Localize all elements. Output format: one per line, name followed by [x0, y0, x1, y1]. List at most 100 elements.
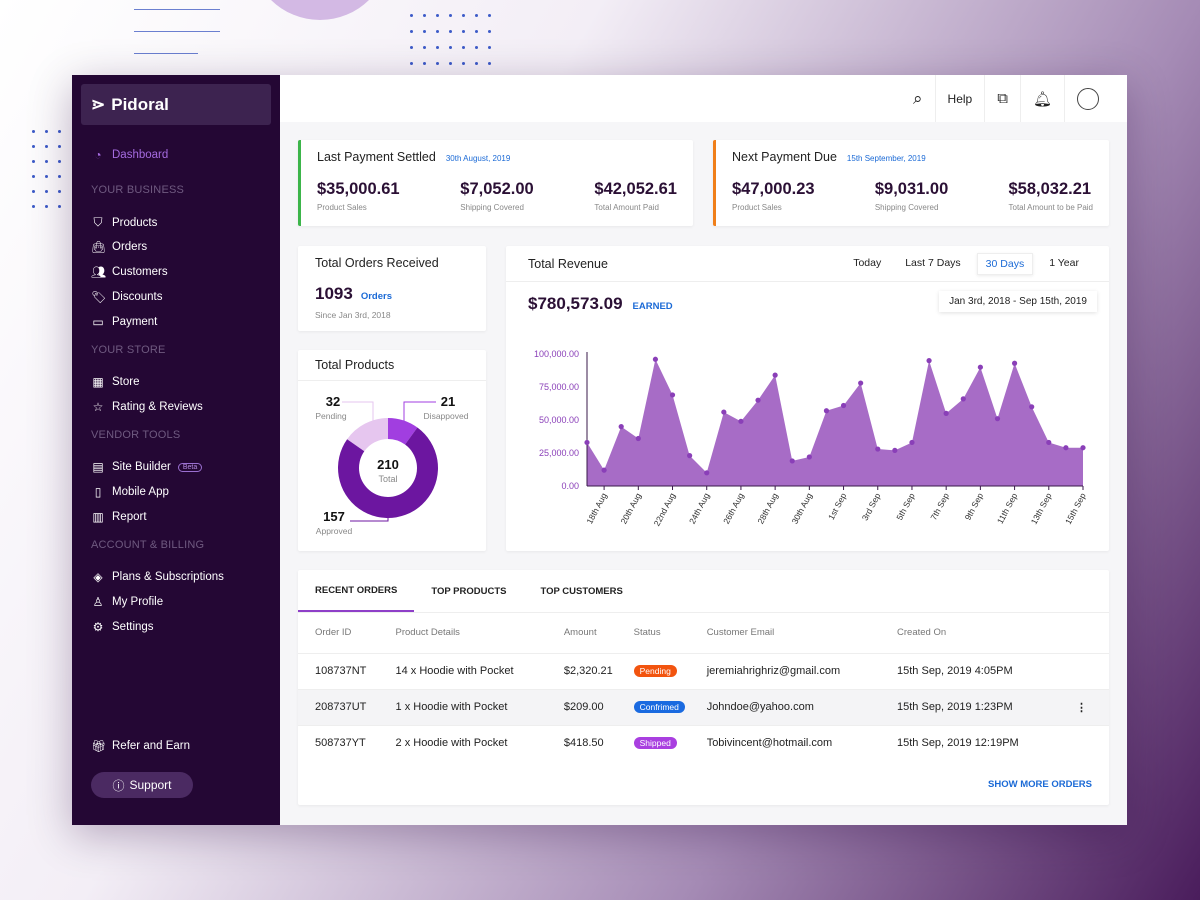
amount-label: Product Sales — [732, 203, 782, 212]
card-date: 30th August, 2019 — [445, 154, 511, 163]
range-tab-1-year[interactable]: 1 Year — [1049, 256, 1079, 269]
orders-count: 1093 — [315, 284, 353, 303]
card-icon: ▭ — [92, 315, 104, 329]
nav-label: Orders — [112, 241, 148, 253]
cell-email: Johndoe@yahoo.com — [706, 688, 898, 725]
disapproved-segment — [388, 418, 418, 445]
phone-icon: ▯ — [94, 485, 102, 499]
table-row[interactable]: 508737YT 2 x Hoodie with Pocket $418.50 Shi… — [298, 724, 1109, 761]
sidebar-item-site-builder[interactable]: ▤ Site Builder Beta — [91, 460, 203, 474]
more-options-icon[interactable]: ⋮ — [1076, 701, 1087, 714]
range-tab-30-days[interactable]: 30 Days — [976, 252, 1034, 275]
payment-amount: $7,052.00 Shipping Covered — [460, 180, 533, 212]
speedometer-icon: ◔ — [94, 148, 102, 162]
user-icon: ♙ — [92, 595, 104, 609]
amount-value: $47,000.23 — [732, 180, 815, 198]
nav-label: My Profile — [112, 596, 164, 608]
table-row[interactable]: 208737UT 1 x Hoodie with Pocket $209.00 Con… — [298, 688, 1109, 725]
sidebar-item-mobile-app[interactable]: ▯ Mobile App — [91, 485, 169, 499]
amount-value: $35,000.61 — [317, 180, 400, 198]
show-more-orders-link[interactable]: SHOW MORE ORDERS — [988, 779, 1092, 790]
sidebar-item-orders[interactable]: 👜︎ Orders — [91, 240, 147, 254]
status-badge: Confrimed — [633, 701, 685, 713]
tab-recent-orders[interactable]: RECENT ORDERS — [298, 570, 415, 612]
sidebar-section-heading: YOUR STORE — [91, 344, 166, 356]
column-header: Status — [633, 627, 661, 639]
tab-top-customers[interactable]: TOP CUSTOMERS — [540, 585, 623, 597]
amount-value: $9,031.00 — [874, 180, 949, 198]
cell-product: 2 x Hoodie with Pocket — [395, 724, 564, 761]
cell-created: 15th Sep, 2019 4:05PM — [897, 652, 1109, 689]
column-header: Product Details — [395, 627, 460, 639]
orders-unit: Orders — [360, 291, 392, 302]
products-donut-chart: 32 Pending 21 Disappoved 157 Approved 210 Total — [315, 394, 469, 536]
column-header: Amount — [563, 627, 597, 639]
sidebar-item-customers[interactable]: 👥︎ Customers — [91, 265, 168, 279]
id-text: 108737NT — [315, 665, 367, 677]
cell-product: 14 x Hoodie with Pocket — [395, 652, 564, 689]
revenue-earned-label: EARNED — [632, 301, 673, 312]
created-text: 15th Sep, 2019 12:19PM — [897, 737, 1019, 750]
column-header: Order ID — [315, 627, 352, 639]
leader-line — [342, 401, 374, 421]
sidebar-item-discounts[interactable]: 🏷︎ Discounts — [91, 290, 163, 304]
amount-label: Total Amount to be Paid — [1008, 203, 1094, 212]
amount-value: $58,032.21 — [1008, 180, 1092, 198]
amount-label: Shipping Covered — [460, 203, 524, 212]
sidebar-item-report[interactable]: ▥ Report — [91, 510, 147, 524]
sidebar-item-settings[interactable]: ⚙ Settings — [91, 620, 154, 634]
sidebar-item-rating-reviews[interactable]: ☆ Rating & Reviews — [91, 400, 203, 414]
next-payment-card: Next Payment Due 15th September, 2019 $47… — [713, 140, 1109, 226]
id-text: 208737UT — [315, 701, 367, 713]
decorative-line — [134, 9, 220, 10]
cell-created: 15th Sep, 2019 1:23PM ⋮ — [897, 688, 1109, 725]
date-range-picker[interactable]: Jan 3rd, 2018 - Sep 15th, 2019 — [939, 291, 1097, 312]
nav-label: Report — [112, 511, 147, 523]
leader-line — [350, 516, 389, 522]
card-title: Next Payment Due — [732, 150, 837, 164]
product-text: 14 x Hoodie with Pocket — [395, 665, 514, 677]
sidebar-section-heading: ACCOUNT & BILLING — [91, 539, 205, 551]
nav-label: Dashboard — [112, 149, 169, 161]
range-tab-today[interactable]: Today — [853, 256, 882, 269]
support-button[interactable]: ⓘ Support — [91, 772, 193, 798]
total-label: Total — [378, 474, 397, 484]
shirt-icon: ⛉ — [93, 215, 103, 229]
range-tab-last-7-days[interactable]: Last 7 Days — [905, 256, 961, 269]
card-date: 15th September, 2019 — [846, 154, 926, 163]
help-link[interactable]: Help — [934, 75, 985, 122]
table-row[interactable]: 108737NT 14 x Hoodie with Pocket $2,320.21… — [298, 652, 1109, 689]
bell-icon[interactable]: 🔔︎ — [1019, 75, 1064, 122]
external-link-icon[interactable]: ⧉ — [984, 75, 1020, 122]
last-payment-card: Last Payment Settled 30th August, 2019 $3… — [298, 140, 693, 226]
card-title: Total Products — [298, 350, 486, 381]
disapproved-label: Disappoved — [424, 411, 469, 421]
sidebar-item-my-profile[interactable]: ♙ My Profile — [91, 595, 164, 609]
decorative-circle — [250, 0, 390, 20]
approved-segment — [338, 427, 438, 518]
sidebar-item-dashboard[interactable]: ◔ Dashboard — [91, 148, 168, 162]
sidebar-item-store[interactable]: ▦ Store — [91, 375, 139, 389]
star-icon: ☆ — [92, 400, 104, 414]
column-header: Customer Email — [706, 627, 775, 639]
sidebar-item-payment[interactable]: ▭ Payment — [91, 315, 157, 329]
sidebar-item-refer[interactable]: 🎁︎ Refer and Earn — [91, 739, 190, 753]
support-label: Support — [129, 778, 172, 792]
brand-logo[interactable]: ⋗ Pidoral — [81, 84, 271, 125]
email-text: jeremiahrighriz@gmail.com — [706, 665, 841, 677]
approved-label: Approved — [316, 526, 353, 536]
card-title: Total Orders Received — [315, 256, 439, 270]
sidebar-item-plans-subscriptions[interactable]: ◈ Plans & Subscriptions — [91, 570, 224, 584]
cell-created: 15th Sep, 2019 12:19PM — [897, 724, 1109, 761]
browser-icon: ▤ — [92, 460, 104, 474]
cell-status: Confrimed — [633, 688, 707, 725]
avatar[interactable] — [1064, 75, 1111, 122]
sidebar-item-products[interactable]: ⛉ Products — [91, 215, 157, 230]
payment-amount: $42,052.61 Total Amount Paid — [594, 180, 677, 212]
users-icon: 👥︎ — [91, 265, 107, 279]
search-icon[interactable]: ⌕ — [913, 88, 923, 108]
tab-top-products[interactable]: TOP PRODUCTS — [431, 585, 507, 597]
total-products-card: Total Products 32 Pending 21 Disappoved 157 A… — [298, 350, 486, 551]
orders-table: Order ID Product Details Amount Status Custo… — [298, 613, 1109, 761]
sidebar: ⋗ Pidoral ◔ Dashboard YOUR BUSINESS YOUR ST… — [72, 75, 280, 825]
